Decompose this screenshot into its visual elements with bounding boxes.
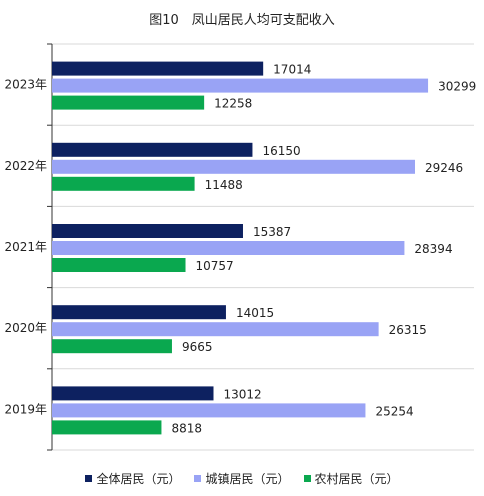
bar (52, 305, 226, 320)
bar (52, 224, 243, 238)
bar (52, 339, 172, 354)
bar (52, 322, 379, 337)
legend-label: 农村居民（元） (314, 472, 399, 486)
chart-title: 图10 凤山居民人均可支配收入 (149, 13, 335, 28)
y-tick-label: 2021年 (4, 240, 47, 254)
bar (52, 142, 253, 157)
data-label: 12258 (214, 97, 252, 111)
legend: 全体居民（元） 城镇居民（元） 农村居民（元） (0, 470, 484, 487)
data-label: 30299 (438, 80, 476, 94)
bar (52, 78, 429, 93)
bar (52, 61, 264, 76)
data-label: 14015 (236, 306, 274, 320)
legend-label: 全体居民（元） (96, 472, 181, 486)
data-label: 11488 (205, 178, 243, 192)
data-label: 26315 (389, 323, 427, 337)
legend-item: 城镇居民（元） (194, 470, 290, 487)
legend-label: 城镇居民（元） (205, 472, 290, 486)
bar (52, 420, 162, 435)
bar (52, 241, 405, 255)
data-label: 16150 (262, 144, 300, 158)
bar (52, 403, 366, 418)
data-label: 13012 (224, 387, 262, 401)
data-label: 8818 (171, 421, 202, 435)
legend-swatch (303, 475, 311, 482)
y-tick-label: 2020年 (4, 321, 47, 335)
data-label: 28394 (414, 242, 452, 256)
legend-item: 农村居民（元） (303, 470, 399, 487)
y-tick-label: 2022年 (4, 159, 47, 173)
data-label: 17014 (273, 63, 311, 77)
bar (52, 386, 214, 401)
data-label: 9665 (182, 340, 213, 354)
bar (52, 159, 415, 174)
y-tick-label: 2019年 (4, 402, 47, 416)
data-label: 29246 (425, 161, 463, 175)
data-label: 10757 (196, 259, 234, 273)
bar (52, 176, 195, 191)
y-tick-label: 2023年 (4, 78, 47, 92)
legend-swatch (194, 475, 202, 482)
bar (52, 95, 205, 110)
legend-swatch (85, 475, 93, 482)
bar (52, 258, 186, 272)
data-label: 25254 (375, 404, 413, 418)
legend-item: 全体居民（元） (85, 470, 180, 487)
data-label: 15387 (253, 225, 291, 239)
